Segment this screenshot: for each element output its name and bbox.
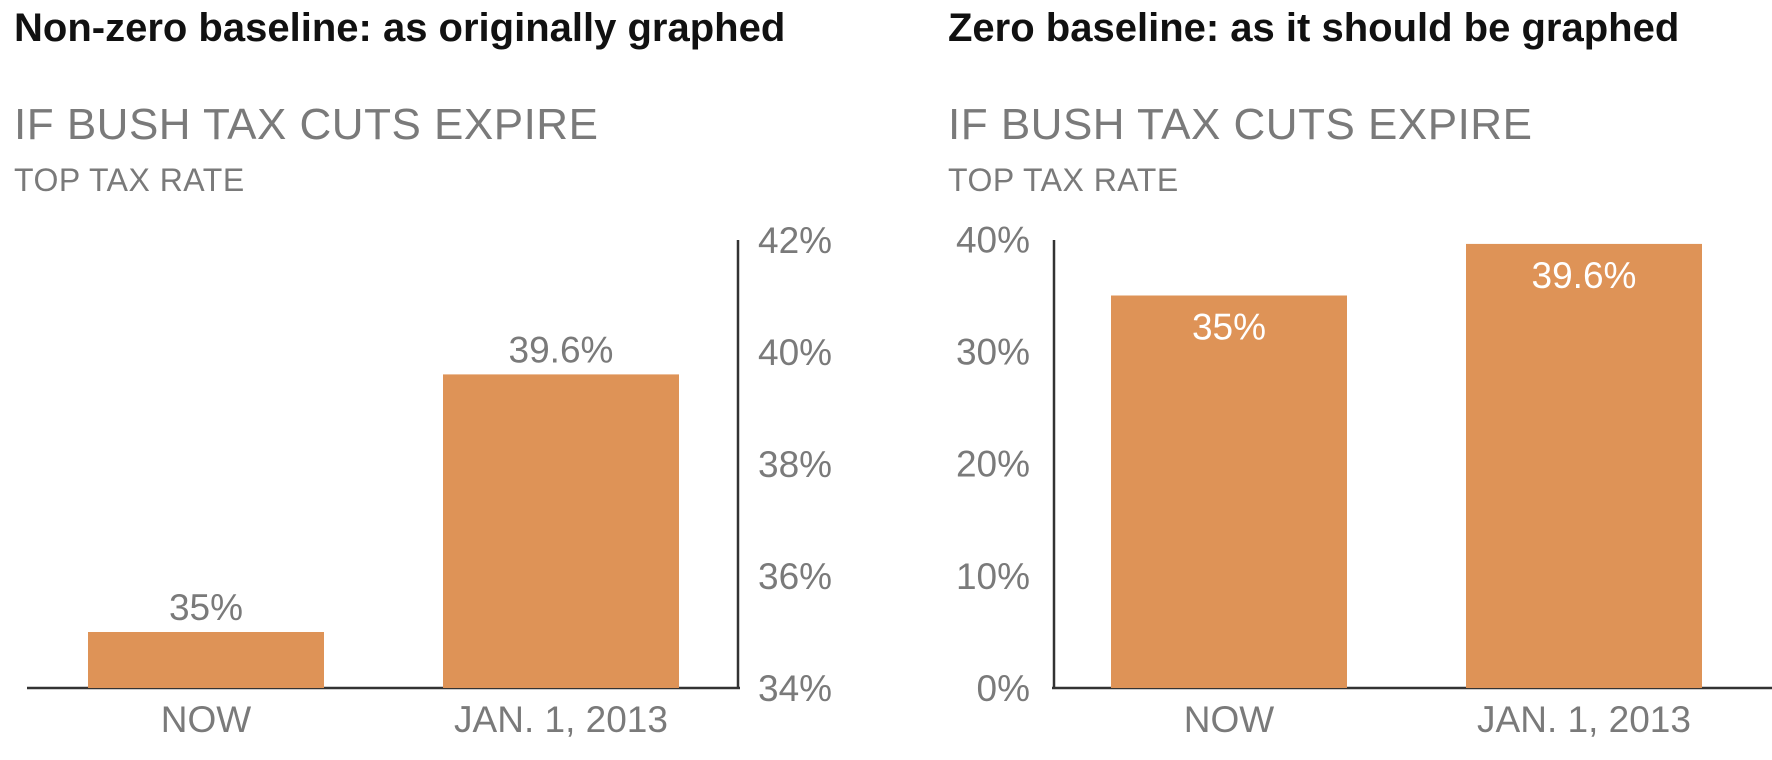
y-tick-label: 36% [758, 556, 832, 597]
panel-heading-bold: Non-zero baseline [14, 6, 359, 50]
x-category-label: NOW [1184, 699, 1275, 740]
data-label: 35% [169, 587, 243, 628]
chart-subtitle: TOP TAX RATE [948, 162, 1179, 198]
y-tick-label: 10% [956, 556, 1030, 597]
panel-heading-bold: Zero baseline [948, 6, 1206, 50]
chart-title: IF BUSH TAX CUTS EXPIRE [14, 100, 599, 149]
panel-heading-rest: : as it should be graphed [1205, 6, 1680, 50]
y-tick-label: 40% [758, 332, 832, 373]
y-tick-label: 38% [758, 444, 832, 485]
panel-heading: Zero baseline: as it should be graphed [948, 6, 1679, 51]
bar-jan-2013 [1466, 243, 1702, 688]
y-tick-label: 30% [956, 332, 1030, 373]
panel-heading-rest: : as originally graphed [358, 6, 786, 50]
panel-zero-baseline: Zero baseline: as it should be graphed I… [934, 0, 1772, 760]
y-tick-label: 40% [956, 219, 1030, 260]
y-tick-label: 20% [956, 444, 1030, 485]
y-tick-label: 34% [758, 668, 832, 709]
y-tick-label: 42% [758, 220, 832, 261]
bar-chart-non-zero-baseline: 34% 36% 38% 40% 42% NOW 35% JAN. 1, 2013 39.6% [27, 220, 832, 740]
data-label: 39.6% [509, 329, 614, 370]
bar-chart-zero-baseline: 0% 10% 20% 30% 40% NOW 35% JAN. 1, 2013 39.6% [956, 219, 1772, 740]
panel-heading: Non-zero baseline: as originally graphed [14, 6, 785, 51]
x-category-label: JAN. 1, 2013 [454, 699, 668, 740]
bar-now [88, 632, 324, 688]
chart-title: IF BUSH TAX CUTS EXPIRE [948, 100, 1533, 149]
y-tick-label: 0% [977, 668, 1030, 709]
data-label: 39.6% [1532, 255, 1637, 296]
bar-now [1111, 295, 1347, 688]
panel-non-zero-baseline: Non-zero baseline: as originally graphed… [0, 0, 880, 760]
x-category-label: JAN. 1, 2013 [1477, 699, 1691, 740]
x-category-label: NOW [161, 699, 252, 740]
bar-jan-2013 [443, 374, 679, 688]
data-label: 35% [1192, 307, 1266, 348]
chart-subtitle: TOP TAX RATE [14, 162, 245, 198]
